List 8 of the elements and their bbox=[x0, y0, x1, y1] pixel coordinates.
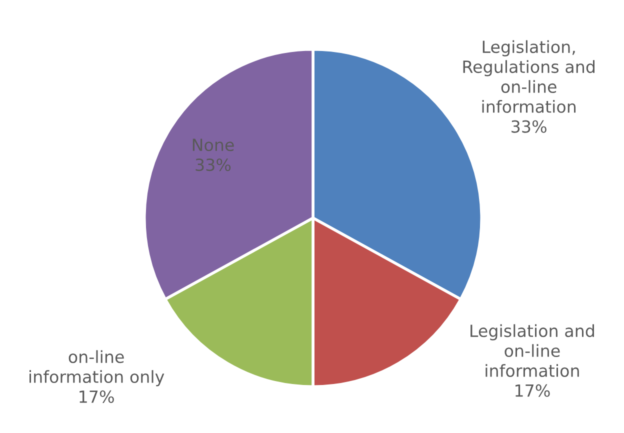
data-label: 33% bbox=[512, 120, 546, 133]
slice-label: None bbox=[192, 138, 234, 152]
slice-label: on-line information only bbox=[30, 350, 164, 386]
slice-label: Legislation and on-line information bbox=[470, 324, 594, 377]
data-label: 17% bbox=[80, 390, 114, 403]
slice-label: Legislation, Regulations and on-line information bbox=[463, 40, 594, 113]
data-label: 17% bbox=[516, 384, 550, 397]
data-label: 33% bbox=[196, 158, 231, 172]
